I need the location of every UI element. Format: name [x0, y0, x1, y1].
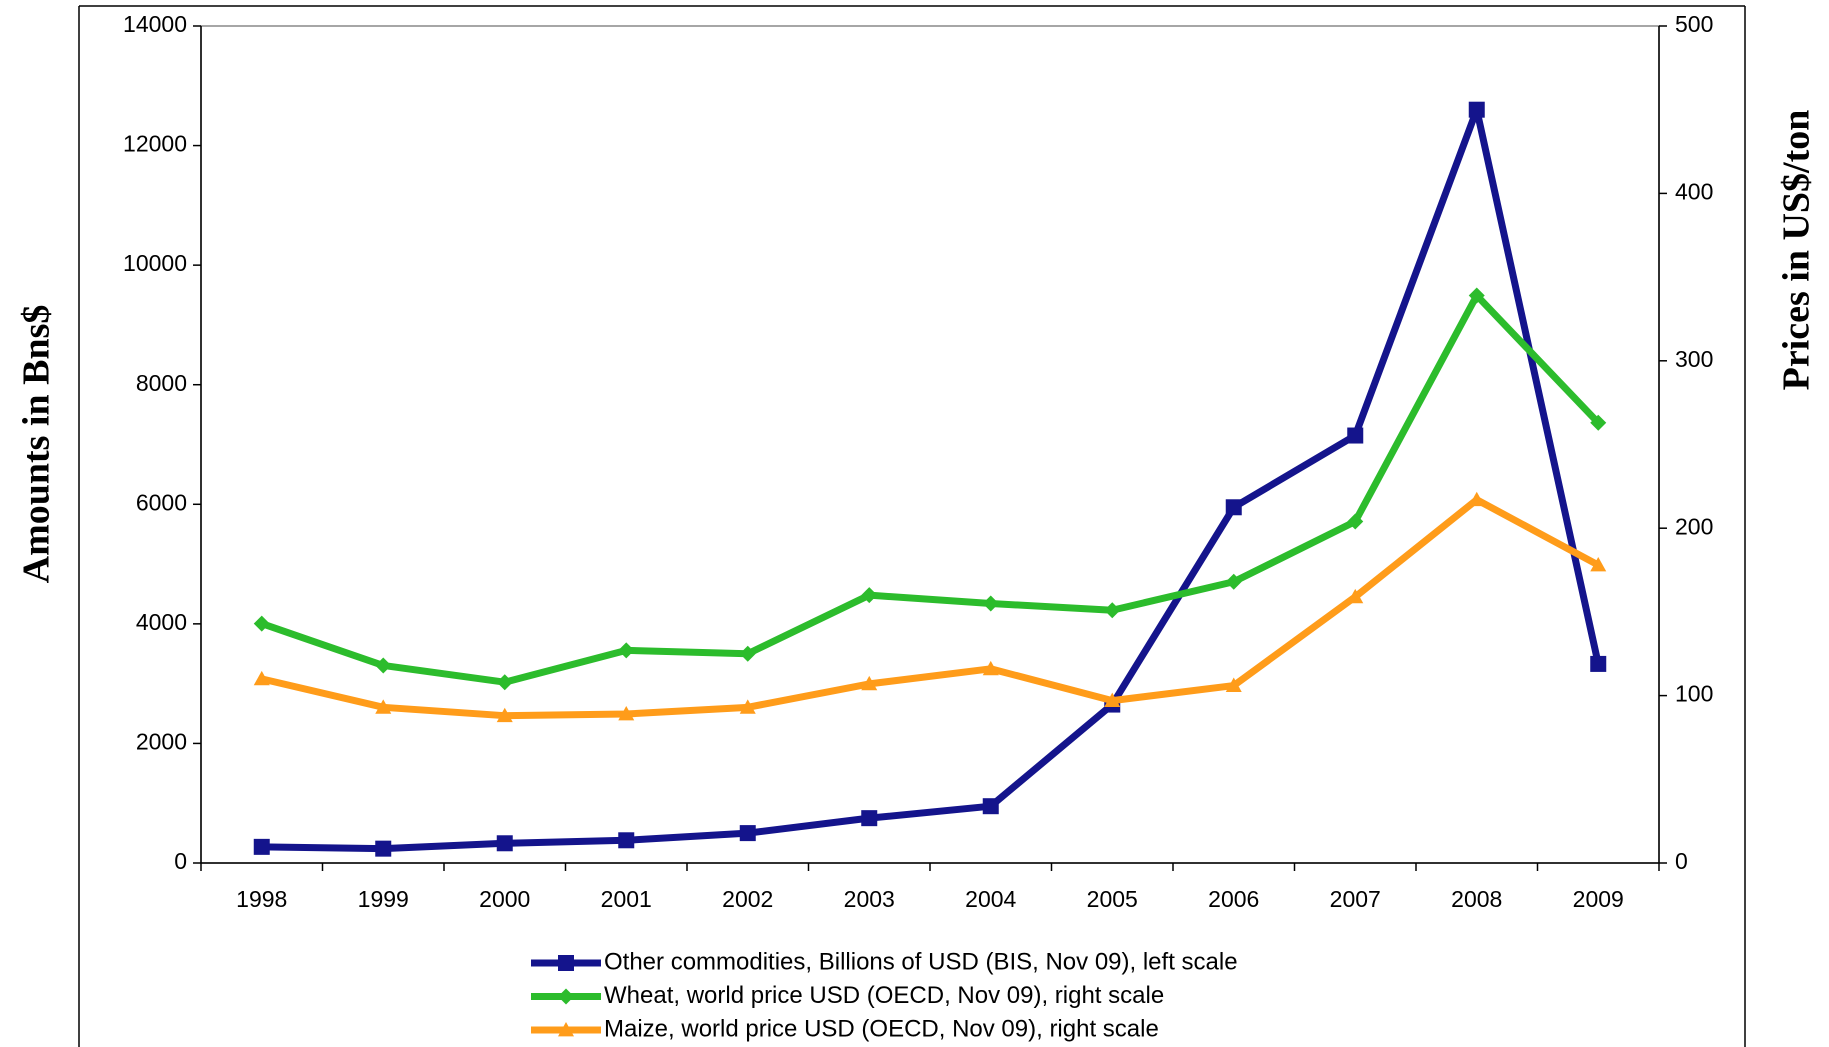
y2-tick-label: 500 [1675, 11, 1713, 37]
y-axis-title: Amounts in Bns$ [16, 305, 58, 584]
y2-axis-title: Prices in US$/ton [1776, 110, 1818, 391]
y-tick-label: 8000 [136, 370, 187, 396]
marker [1468, 101, 1485, 118]
marker [618, 642, 635, 659]
y2-tick-label: 400 [1675, 178, 1713, 204]
marker [861, 587, 878, 604]
marker [861, 810, 878, 827]
series-line [260, 496, 1600, 720]
marker [861, 675, 878, 691]
marker [1225, 677, 1242, 692]
series-line [261, 106, 1602, 853]
y-tick-label: 4000 [136, 609, 187, 635]
marker [1347, 513, 1364, 530]
x-tick-label: 1998 [236, 886, 287, 912]
marker [1468, 287, 1485, 304]
marker [1225, 499, 1242, 516]
marker [1347, 427, 1364, 444]
y-tick-label: 12000 [123, 131, 187, 157]
marker [496, 674, 513, 691]
marker [618, 706, 635, 721]
marker [1104, 602, 1121, 619]
marker [739, 699, 756, 714]
marker [1590, 557, 1607, 572]
marker [375, 840, 392, 857]
legend-label: Maize, world price USD (OECD, Nov 09), r… [604, 1015, 1159, 1042]
x-tick-label: 2004 [965, 886, 1016, 912]
x-tick-label: 1999 [358, 886, 409, 912]
legend-label: Other commodities, Billions of USD (BIS,… [604, 948, 1238, 975]
y2-tick-label: 0 [1675, 848, 1688, 874]
marker [1104, 692, 1121, 708]
marker [1347, 588, 1364, 604]
marker [618, 832, 635, 849]
marker [739, 645, 756, 662]
marker [982, 798, 999, 815]
legend-label: Wheat, world price USD (OECD, Nov 09), r… [604, 982, 1164, 1009]
marker [558, 988, 574, 1005]
y-tick-label: 2000 [136, 729, 187, 755]
marker [1225, 573, 1242, 590]
marker [982, 660, 999, 676]
plot-area [200, 25, 1660, 864]
marker [375, 657, 392, 674]
y2-tick-label: 100 [1675, 681, 1713, 707]
x-tick-label: 2009 [1573, 886, 1624, 912]
y-tick-label: 6000 [136, 489, 187, 515]
x-tick-label: 2001 [601, 886, 652, 912]
marker [1590, 655, 1607, 672]
y2-tick-label: 300 [1675, 346, 1713, 372]
marker [558, 1022, 574, 1037]
marker [375, 699, 392, 714]
marker [1468, 491, 1485, 507]
marker [253, 838, 270, 855]
marker [558, 955, 574, 971]
x-tick-label: 2008 [1451, 886, 1502, 912]
y2-tick-label: 200 [1675, 513, 1713, 539]
y-tick-label: 10000 [123, 250, 187, 276]
marker [1590, 414, 1607, 431]
marker [496, 707, 513, 723]
x-tick-label: 2003 [844, 886, 895, 912]
y-tick-label: 0 [174, 848, 187, 874]
x-tick-label: 2000 [479, 886, 530, 912]
marker [739, 825, 756, 842]
x-tick-label: 2005 [1087, 886, 1138, 912]
x-tick-label: 2002 [722, 886, 773, 912]
series-line [260, 292, 1601, 686]
marker [982, 595, 999, 612]
x-tick-label: 2006 [1208, 886, 1259, 912]
marker [253, 615, 270, 632]
marker [253, 670, 270, 686]
x-tick-label: 2007 [1330, 886, 1381, 912]
marker [496, 835, 513, 852]
y-tick-label: 14000 [123, 11, 187, 37]
